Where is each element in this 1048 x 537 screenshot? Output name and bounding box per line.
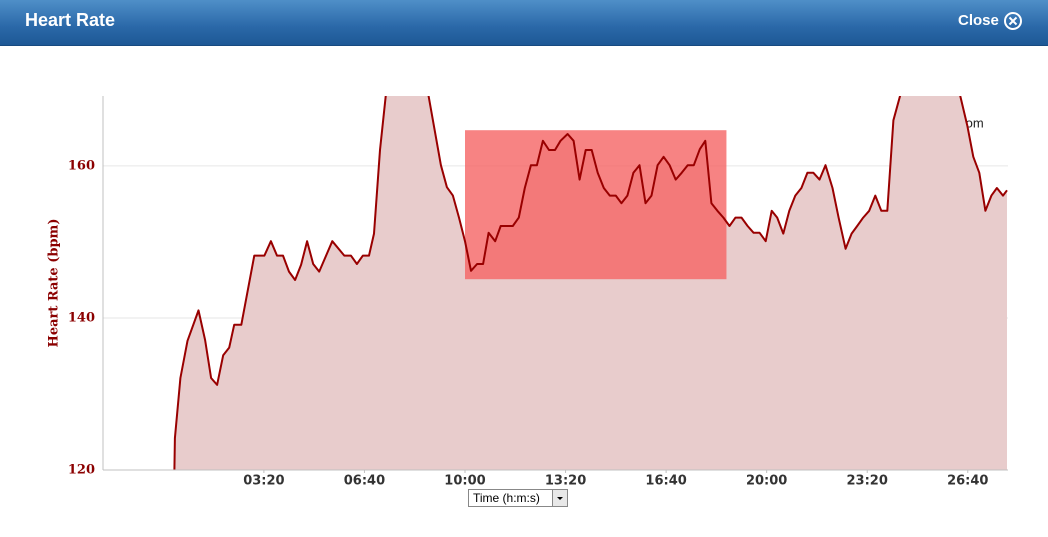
line (173, 96, 1008, 470)
x-tick-label: 03:20 (243, 474, 284, 489)
x-tick-label: 10:00 (444, 474, 485, 489)
y-axis-label: Heart Rate (bpm) (47, 219, 62, 348)
x-tick-label: 16:40 (645, 474, 686, 489)
x-axis-dropdown[interactable]: Time (h:m:s) (468, 489, 568, 507)
plot-area (173, 96, 1008, 470)
area-fill (174, 96, 1007, 470)
dropdown-arrow[interactable] (552, 490, 567, 506)
close-button[interactable]: Close (958, 12, 999, 29)
x-tick-label: 26:40 (947, 474, 988, 489)
header-bar: Heart Rate Close (0, 0, 1048, 46)
chart: Heart Rate (bpm) Reset zoom 12014016003:… (47, 96, 1008, 489)
zoom-selection (465, 130, 727, 280)
y-tick-label: 120 (68, 463, 95, 478)
x-tick-label: 20:00 (746, 474, 787, 489)
y-tick-label: 160 (68, 158, 95, 173)
x-tick-label: 13:20 (545, 474, 586, 489)
dialog-title: Heart Rate (25, 10, 116, 30)
x-axis-label: Time (h:m:s) (473, 491, 540, 505)
x-tick-label: 06:40 (344, 474, 385, 489)
close-icon[interactable] (1003, 11, 1023, 31)
x-tick-label: 23:20 (847, 474, 888, 489)
y-tick-label: 140 (68, 310, 95, 325)
